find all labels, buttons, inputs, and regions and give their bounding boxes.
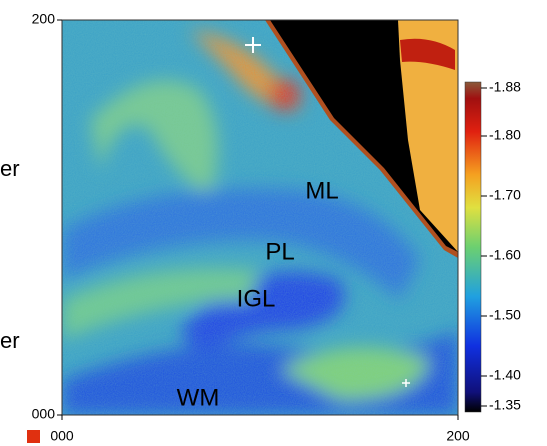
marker-square: [27, 430, 40, 443]
cut-text: er: [0, 156, 20, 181]
colorbar-tick-label: -1.50: [489, 307, 521, 323]
x-tick-label: 000: [50, 428, 74, 444]
colorbar-tick-label: -1.40: [489, 367, 521, 383]
colorbar-tick-label: -1.60: [489, 247, 521, 263]
annotation: PL: [265, 238, 294, 265]
annotation: WM: [177, 384, 220, 411]
colorbar-tick-label: -1.70: [489, 187, 521, 203]
heatmap-image: [62, 20, 458, 415]
colorbar-tick-label: -1.80: [489, 127, 521, 143]
colorbar-tick-label: -1.35: [489, 397, 521, 413]
y-tick-label: 200: [32, 11, 56, 27]
cut-text: er: [0, 328, 20, 353]
annotation: ML: [305, 177, 338, 204]
y-tick-label: 000: [32, 406, 56, 422]
x-tick-label: 200: [446, 428, 470, 444]
colorbar: [464, 81, 482, 413]
annotation: IGL: [237, 285, 276, 312]
colorbar-tick-label: -1.88: [489, 79, 521, 95]
